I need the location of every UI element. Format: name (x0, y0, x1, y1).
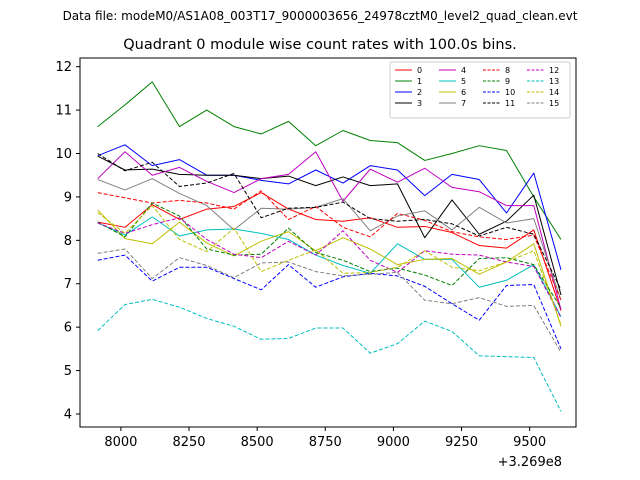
legend-label-2: 2 (417, 88, 422, 97)
legend-label-6: 6 (461, 88, 466, 97)
y-tick-label: 12 (55, 60, 72, 75)
x-tick-label: 8750 (309, 435, 342, 450)
series-line-10 (97, 254, 562, 350)
data-file-label: Data file: modeM0/AS1A08_003T17_90000036… (63, 9, 578, 23)
x-tick-label: 8500 (241, 435, 274, 450)
legend-label-14: 14 (549, 88, 559, 97)
series-line-0 (97, 192, 562, 311)
x-tick-label: 9500 (513, 435, 546, 450)
series-line-12 (97, 217, 562, 318)
chart-title: Quadrant 0 module wise count rates with … (123, 37, 517, 53)
series-line-11 (97, 153, 562, 291)
y-tick-label: 5 (64, 364, 72, 379)
series-line-3 (97, 155, 562, 296)
legend-label-10: 10 (505, 88, 515, 97)
legend-label-8: 8 (505, 66, 510, 75)
x-tick-label: 8000 (104, 435, 137, 450)
series-line-9 (97, 202, 562, 309)
legend-label-1: 1 (417, 77, 422, 86)
y-tick-label: 10 (55, 147, 72, 162)
legend-label-3: 3 (417, 99, 422, 108)
series-line-8 (97, 190, 562, 301)
y-tick-label: 6 (64, 321, 72, 336)
y-tick-label: 4 (64, 407, 72, 422)
legend-label-4: 4 (461, 66, 466, 75)
y-tick-label: 7 (64, 277, 72, 292)
series-line-14 (97, 205, 562, 325)
legend-label-13: 13 (549, 77, 559, 86)
y-axis: 4 5 6 7 8 9 10 11 12 (55, 60, 80, 422)
legend-label-0: 0 (417, 66, 422, 75)
plot-frame (79, 57, 577, 428)
legend-label-12: 12 (549, 66, 559, 75)
y-tick-label: 8 (64, 234, 72, 249)
series-line-15 (97, 248, 562, 353)
x-offset-label: +3.269e8 (498, 455, 562, 470)
legend-label-15: 15 (549, 99, 559, 108)
y-tick-label: 11 (55, 104, 72, 119)
x-tick-label: 8250 (172, 435, 205, 450)
y-tick-label: 9 (64, 190, 72, 205)
x-tick-label: 9000 (377, 435, 410, 450)
x-tick-label: 9250 (445, 435, 478, 450)
series-line-4 (97, 151, 562, 310)
series-line-5 (97, 216, 562, 317)
legend-label-7: 7 (461, 99, 466, 108)
x-axis: 8000 8250 8500 8750 9000 9250 9500 (104, 427, 546, 450)
series-line-1 (97, 81, 562, 240)
series-line-6 (97, 209, 562, 327)
legend-label-9: 9 (505, 77, 510, 86)
series-line-7 (97, 178, 562, 301)
plot-series-group (97, 81, 562, 412)
legend-label-5: 5 (461, 77, 466, 86)
legend-label-11: 11 (505, 99, 515, 108)
legend-frame (389, 61, 571, 119)
